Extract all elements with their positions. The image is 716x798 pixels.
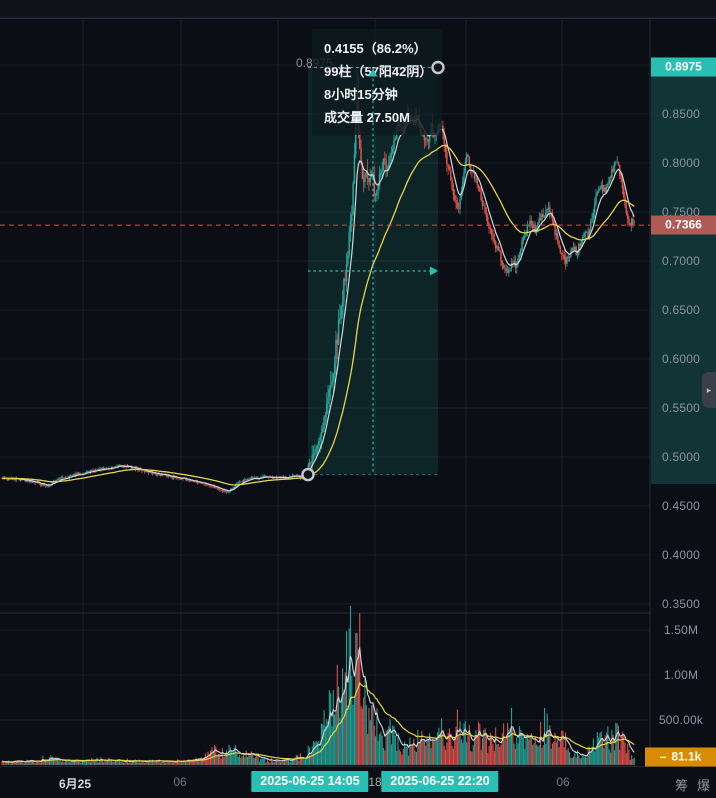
volume-badge-tick: – — [659, 749, 667, 764]
tooltip-line: 成交量 27.50M — [324, 110, 410, 125]
volume-tick-label: 1.00M — [663, 668, 699, 682]
price-tick-label: 0.8000 — [662, 156, 700, 170]
axis-range-highlight — [651, 58, 716, 484]
chou-button[interactable]: 筹 — [674, 778, 688, 793]
measure-end-time-badge: 2025-06-25 22:20 — [381, 771, 499, 792]
time-tick-label: 6月25 — [58, 777, 92, 791]
tooltip-line: 0.4155（86.2%） — [324, 41, 427, 56]
chevron-right-icon: ▸ — [706, 384, 712, 395]
time-tick-label: 06 — [173, 775, 187, 789]
last-price-badge: 0.7366 — [651, 215, 716, 235]
price-tick-label: 0.5000 — [662, 450, 700, 464]
time-tick-label: 18 — [368, 775, 382, 789]
panel-expand-button[interactable]: ▸ — [702, 372, 716, 408]
measure-tooltip: 0.4155（86.2%） 99柱（57阳42阴） 8小时15分钟 成交量 27.50… — [312, 29, 442, 135]
price-tick-label: 0.5500 — [662, 401, 700, 415]
price-tick-label: 0.7000 — [662, 254, 700, 268]
tooltip-line: 8小时15分钟 — [324, 87, 398, 102]
measure-start-time-badge: 2025-06-25 14:05 — [251, 771, 369, 792]
price-tick-label: 0.3500 — [662, 597, 700, 611]
price-tick-label: 0.8500 — [662, 107, 700, 121]
time-axis[interactable]: 筹 爆 6月25 06 18 06 2025-06-25 14:05 2025-06-25… — [0, 766, 716, 798]
volume-badge-value: 81.1k — [671, 749, 702, 764]
price-tick-label: 0.6500 — [662, 303, 700, 317]
price-tick-label: 0.6000 — [662, 352, 700, 366]
time-tick-label: 06 — [556, 775, 570, 789]
price-high-badge: 0.8975 — [651, 57, 716, 77]
last-volume-badge: – 81.1k — [645, 747, 716, 767]
bao-button[interactable]: 爆 — [696, 778, 710, 793]
tooltip-line: 99柱（57阳42阴） — [324, 64, 433, 79]
volume-tick-label: 1.50M — [663, 623, 699, 637]
price-tick-label: 0.4500 — [662, 499, 700, 513]
volume-tick-label: 500.00k — [658, 713, 704, 727]
price-tick-label: 0.4000 — [662, 548, 700, 562]
